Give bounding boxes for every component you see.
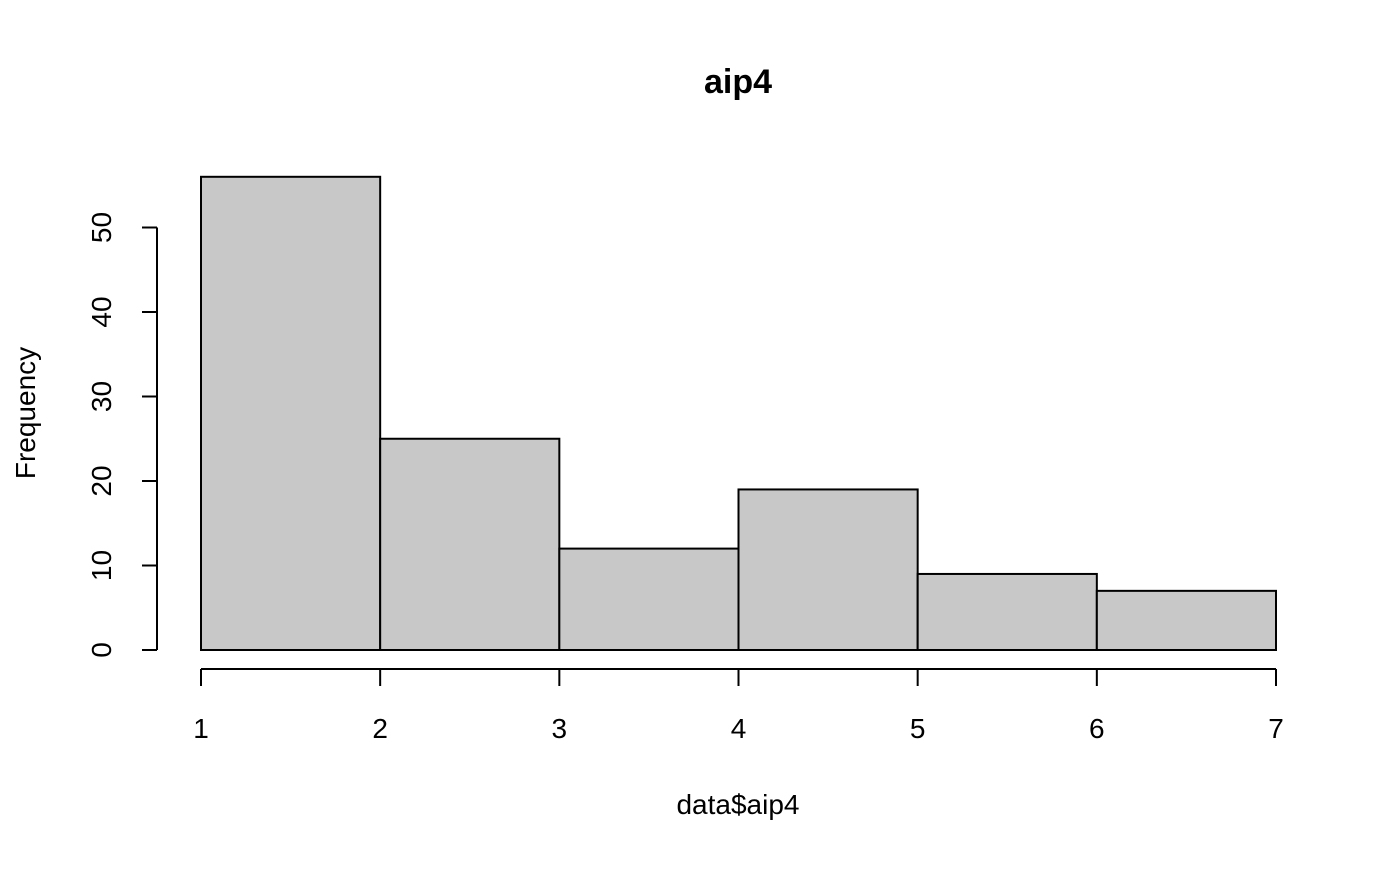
x-tick-label-2: 2 (372, 713, 388, 744)
y-tick-label-40: 40 (86, 296, 117, 327)
y-axis: 0 10 20 30 40 50 (86, 212, 158, 658)
y-axis-label: Frequency (10, 347, 41, 479)
histogram-bar-5 (916, 572, 1098, 652)
x-tick-label-5: 5 (910, 713, 926, 744)
y-tick-label-50: 50 (86, 212, 117, 243)
bars-group (200, 175, 1278, 652)
y-tick-label-0: 0 (86, 642, 117, 658)
x-tick-label-6: 6 (1089, 713, 1105, 744)
y-tick-label-30: 30 (86, 381, 117, 412)
x-tick-label-3: 3 (552, 713, 568, 744)
histogram-bar-4 (737, 488, 919, 652)
x-tick-label-1: 1 (193, 713, 209, 744)
y-tick-label-10: 10 (86, 550, 117, 581)
histogram-bar-1 (200, 175, 382, 652)
x-axis: 1 2 3 4 5 6 7 (193, 668, 1284, 744)
x-axis-label: data$aip4 (676, 789, 799, 820)
histogram-bar-6 (1095, 589, 1278, 651)
chart-title: aip4 (704, 63, 772, 101)
histogram-bar-3 (558, 547, 740, 651)
x-tick-label-7: 7 (1268, 713, 1284, 744)
y-tick-label-20: 20 (86, 465, 117, 496)
x-tick-label-4: 4 (731, 713, 747, 744)
histogram-bar-2 (379, 437, 561, 651)
